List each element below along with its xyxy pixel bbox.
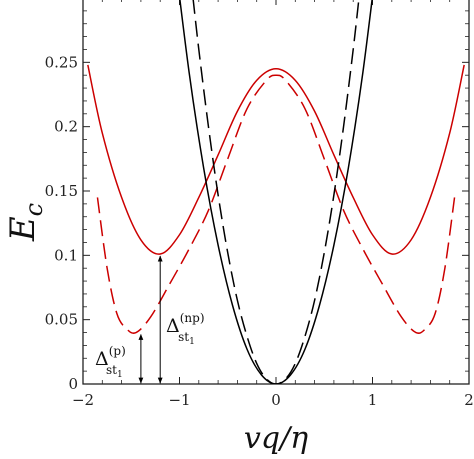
x-axis-title: vq/η bbox=[244, 421, 308, 456]
annotation-layer: Δ(np) st1 Δ(p) st1 bbox=[95, 255, 205, 384]
series-line-2 bbox=[179, 0, 373, 384]
x-tick-label: −1 bbox=[168, 391, 190, 409]
y-axis-title-main: E bbox=[3, 216, 43, 242]
y-tick-label: 0.05 bbox=[45, 311, 78, 329]
x-tick-label: −2 bbox=[72, 391, 94, 409]
y-tick-label: 0.15 bbox=[45, 182, 78, 200]
y-axis-title: Ec bbox=[3, 203, 48, 242]
delta-label-0: Δ(np) st1 bbox=[166, 311, 205, 347]
x-tick-label: 1 bbox=[368, 391, 378, 409]
y-tick-label: 0 bbox=[68, 375, 78, 393]
y-tick-label: 0.2 bbox=[54, 118, 78, 136]
series-line-1 bbox=[96, 74, 456, 334]
delta-label-1: Δ(p) st1 bbox=[95, 344, 126, 380]
x-ticks: −2 −1 0 1 2 bbox=[72, 0, 474, 409]
y-axis-title-sub: c bbox=[20, 203, 48, 216]
y-ticks: 0 0.05 0.1 0.15 0.2 0.25 bbox=[45, 10, 469, 393]
y-tick-label: 0.25 bbox=[45, 53, 78, 71]
series-line-3 bbox=[192, 0, 360, 384]
series-layer bbox=[87, 0, 465, 384]
svg-text:Ec: Ec bbox=[3, 203, 48, 242]
plot-frame bbox=[82, 0, 470, 385]
y-tick-label: 0.1 bbox=[54, 246, 78, 264]
x-tick-label: 2 bbox=[464, 391, 474, 409]
x-tick-label: 0 bbox=[271, 391, 281, 409]
series-line-0 bbox=[87, 64, 465, 255]
